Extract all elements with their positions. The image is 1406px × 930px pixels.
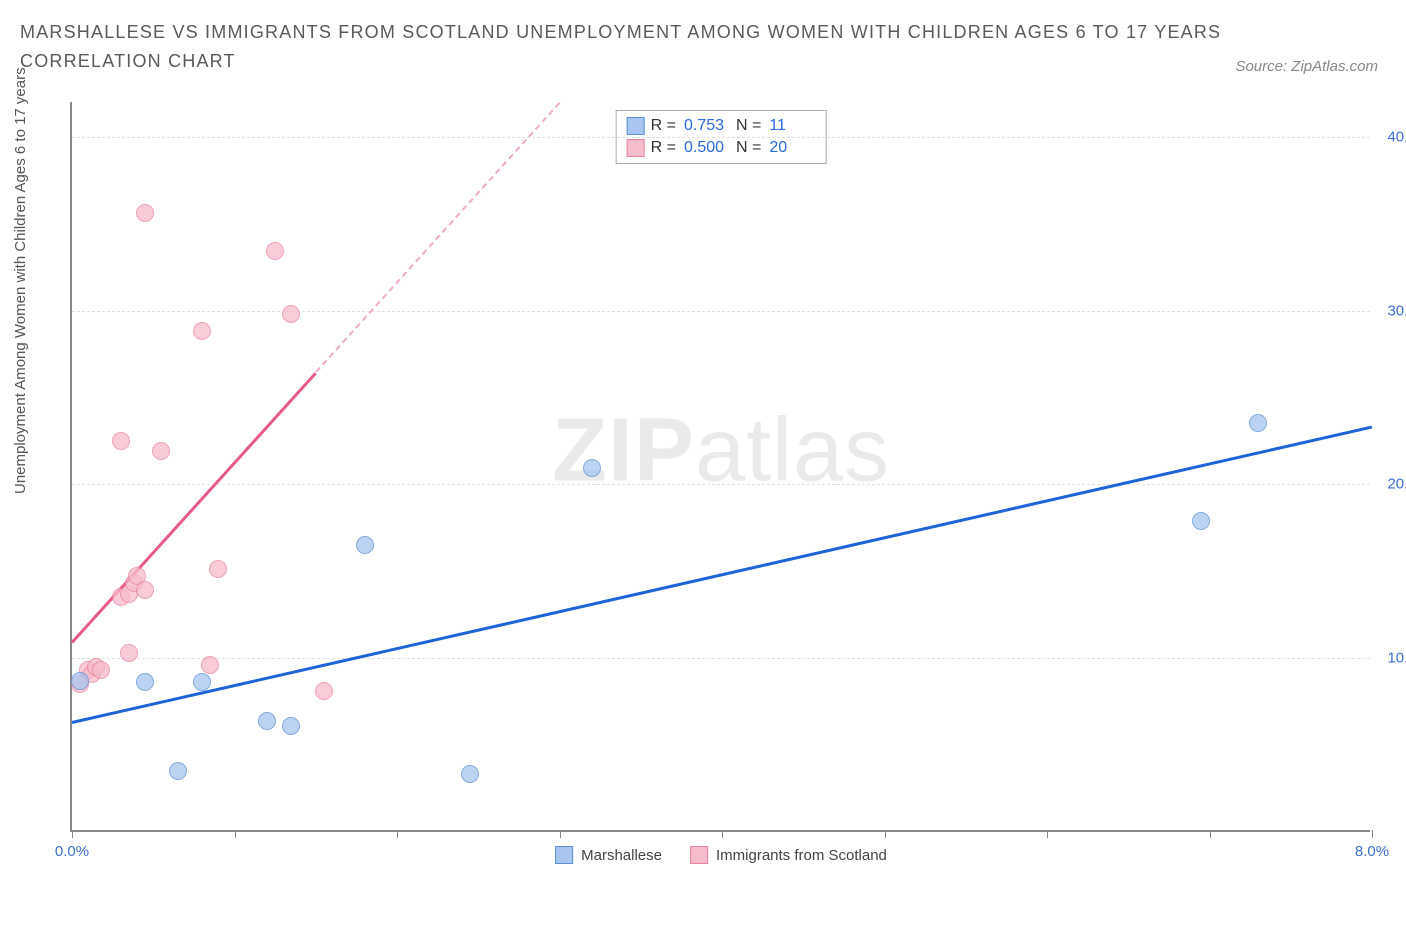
r-value-scotland: 0.500: [684, 139, 730, 157]
data-point-scotland: [209, 560, 227, 578]
trend-line: [315, 102, 560, 373]
data-point-scotland: [193, 322, 211, 340]
legend-item-scotland: Immigrants from Scotland: [690, 846, 887, 864]
data-point-marshallese: [282, 717, 300, 735]
grid-line: [72, 484, 1370, 485]
watermark-bold: ZIP: [552, 401, 695, 501]
watermark: ZIPatlas: [552, 400, 890, 503]
watermark-light: atlas: [695, 401, 890, 501]
x-tick: [72, 830, 73, 838]
x-tick-label: 8.0%: [1355, 843, 1389, 860]
data-point-scotland: [136, 581, 154, 599]
x-tick: [397, 830, 398, 838]
y-tick-label: 40.0%: [1375, 128, 1406, 145]
grid-line: [72, 658, 1370, 659]
grid-line: [72, 311, 1370, 312]
data-point-scotland: [92, 661, 110, 679]
y-tick-label: 20.0%: [1375, 476, 1406, 493]
data-point-scotland: [120, 644, 138, 662]
n-label: N =: [736, 117, 761, 135]
r-label: R =: [651, 117, 676, 135]
x-tick-label: 0.0%: [55, 843, 89, 860]
chart-title-line1: MARSHALLESE VS IMMIGRANTS FROM SCOTLAND …: [20, 18, 1386, 47]
x-tick: [560, 830, 561, 838]
trend-line: [71, 372, 317, 643]
data-point-marshallese: [1249, 414, 1267, 432]
x-tick: [722, 830, 723, 838]
stats-row-scotland: R = 0.500 N = 20: [627, 137, 816, 159]
data-point-scotland: [201, 656, 219, 674]
data-point-marshallese: [169, 762, 187, 780]
stats-row-marshallese: R = 0.753 N = 11: [627, 115, 816, 137]
trend-line: [72, 425, 1373, 723]
n-value-scotland: 20: [769, 139, 815, 157]
y-tick-label: 30.0%: [1375, 302, 1406, 319]
x-tick: [1210, 830, 1211, 838]
swatch-marshallese: [627, 117, 645, 135]
data-point-scotland: [282, 305, 300, 323]
y-tick-label: 10.0%: [1375, 650, 1406, 667]
data-point-marshallese: [136, 673, 154, 691]
data-point-scotland: [112, 432, 130, 450]
title-area: MARSHALLESE VS IMMIGRANTS FROM SCOTLAND …: [0, 0, 1406, 84]
x-tick: [1047, 830, 1048, 838]
r-value-marshallese: 0.753: [684, 117, 730, 135]
data-point-scotland: [315, 682, 333, 700]
grid-line: [72, 137, 1370, 138]
legend-label-marshallese: Marshallese: [581, 847, 662, 864]
data-point-marshallese: [461, 765, 479, 783]
chart-container: Unemployment Among Women with Children A…: [20, 94, 1386, 894]
swatch-marshallese: [555, 846, 573, 864]
data-point-marshallese: [258, 712, 276, 730]
data-point-scotland: [152, 442, 170, 460]
legend-item-marshallese: Marshallese: [555, 846, 662, 864]
data-point-scotland: [136, 204, 154, 222]
x-tick: [885, 830, 886, 838]
plot-area: ZIPatlas R = 0.753 N = 11 R = 0.500 N = …: [70, 102, 1370, 832]
data-point-marshallese: [356, 536, 374, 554]
n-value-marshallese: 11: [769, 117, 815, 135]
data-point-marshallese: [1192, 512, 1210, 530]
data-point-marshallese: [583, 459, 601, 477]
x-tick: [1372, 830, 1373, 838]
swatch-scotland: [627, 139, 645, 157]
n-label: N =: [736, 139, 761, 157]
data-point-marshallese: [193, 673, 211, 691]
chart-title-line2: CORRELATION CHART: [20, 47, 1386, 76]
data-point-scotland: [266, 242, 284, 260]
data-point-marshallese: [71, 672, 89, 690]
legend-label-scotland: Immigrants from Scotland: [716, 847, 887, 864]
x-tick: [235, 830, 236, 838]
bottom-legend: Marshallese Immigrants from Scotland: [555, 846, 887, 864]
source-attribution: Source: ZipAtlas.com: [1235, 58, 1378, 75]
swatch-scotland: [690, 846, 708, 864]
r-label: R =: [651, 139, 676, 157]
y-axis-label: Unemployment Among Women with Children A…: [12, 67, 29, 494]
